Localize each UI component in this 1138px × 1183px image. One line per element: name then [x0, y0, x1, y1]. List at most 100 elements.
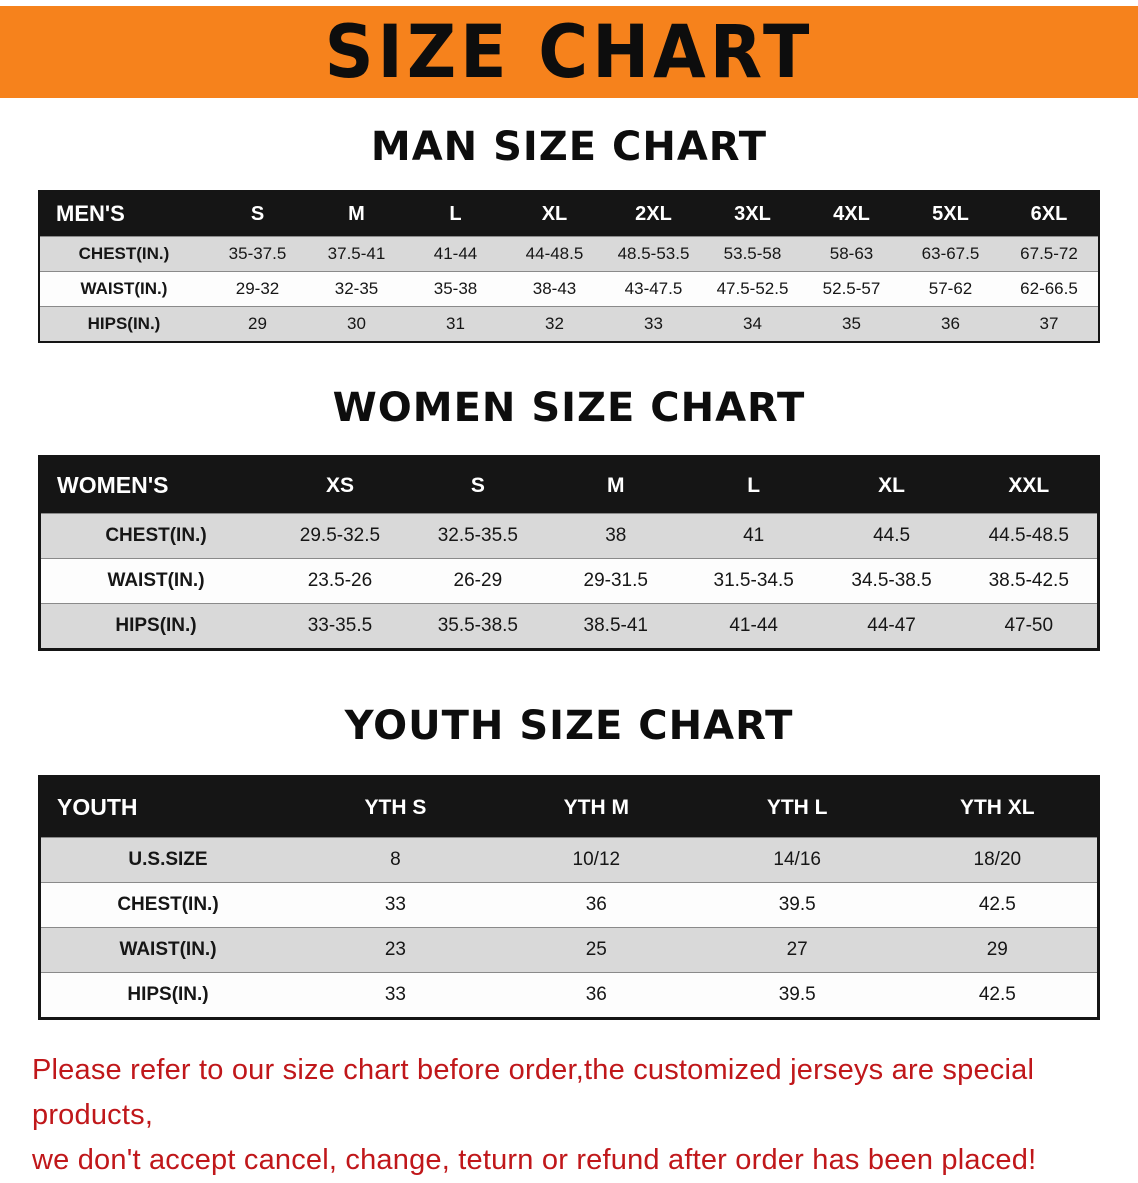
- data-cell: 35-37.5: [228, 244, 287, 263]
- data-cell: 36: [585, 894, 607, 915]
- data-cell: 34: [743, 314, 762, 333]
- data-cell: 41: [743, 525, 765, 546]
- data-cell: 33: [384, 894, 406, 915]
- size-header-cell: YTH S: [295, 776, 496, 838]
- size-header-cell: L: [684, 456, 823, 514]
- data-cell: 29.5-32.5: [299, 525, 381, 546]
- data-cell: 10/12: [572, 849, 621, 870]
- data-cell: 25: [585, 939, 607, 960]
- data-cell: 35.5-38.5: [437, 615, 518, 636]
- size-header-cell: YTH L: [696, 776, 898, 838]
- table-header-row: WOMEN'S XS S M L XL XXL: [39, 456, 1099, 514]
- data-cell: 38.5-41: [583, 615, 648, 636]
- data-cell: 42.5: [978, 894, 1016, 915]
- data-cell: 47.5-52.5: [716, 279, 789, 298]
- row-label: HIPS(IN.): [87, 314, 161, 333]
- data-cell: 32: [545, 314, 564, 333]
- row-label: U.S.SIZE: [128, 849, 208, 870]
- data-cell: 37: [1039, 314, 1059, 333]
- banner-title: SIZE CHART: [324, 9, 814, 95]
- data-cell: 33-35.5: [307, 615, 373, 636]
- order-policy-note-line1: Please refer to our size chart before or…: [32, 1054, 1035, 1131]
- data-cell: 67.5-72: [1020, 244, 1078, 263]
- order-policy-note-line2: we don't accept cancel, change, teturn o…: [32, 1143, 1037, 1176]
- data-cell: 29: [986, 939, 1008, 960]
- data-cell: 42.5: [978, 984, 1016, 1005]
- data-cell: 32-35: [334, 279, 379, 298]
- data-cell: 27: [786, 939, 808, 960]
- size-header-cell: XXL: [960, 456, 1099, 514]
- size-header-cell: S: [408, 456, 547, 514]
- data-cell: 30: [347, 314, 366, 333]
- data-cell: 18/20: [973, 849, 1022, 870]
- youth-size-table: YOUTH YTH S YTH M YTH L YTH XL U.S.SIZE 8 10/12…: [38, 775, 1100, 1020]
- size-header-cell: L: [406, 191, 505, 237]
- data-cell: 33: [384, 984, 406, 1005]
- data-cell: 48.5-53.5: [617, 244, 690, 263]
- size-chart-page: SIZE CHART MAN SIZE CHART MEN'S S M L XL 2XL 3…: [0, 6, 1138, 1183]
- size-header-cell: XL: [822, 456, 961, 514]
- data-cell: 34.5-38.5: [851, 570, 932, 591]
- size-header-cell: YTH M: [495, 776, 697, 838]
- row-label: WAIST(IN.): [119, 939, 217, 960]
- data-cell: 36: [585, 984, 607, 1005]
- data-cell: 29-31.5: [583, 570, 648, 591]
- data-cell: 33: [644, 314, 663, 333]
- data-cell: 58-63: [829, 244, 874, 263]
- table-row: HIPS(IN.) 33 36 39.5 42.5: [39, 972, 1099, 1019]
- data-cell: 35-38: [433, 279, 478, 298]
- data-cell: 32.5-35.5: [437, 525, 518, 546]
- men-size-table: MEN'S S M L XL 2XL 3XL 4XL 5XL 6XL CHEST(IN.) 35-37…: [38, 190, 1100, 343]
- data-cell: 23: [384, 939, 406, 960]
- table-row: CHEST(IN.) 35-37.5 37.5-41 41-44 44-48.5 48.5…: [39, 236, 1099, 272]
- data-cell: 41-44: [433, 244, 478, 263]
- row-label: HIPS(IN.): [115, 615, 197, 636]
- table-title-cell: WOMEN'S: [39, 456, 271, 514]
- size-header-cell: XS: [271, 456, 409, 514]
- size-header-cell: 4XL: [802, 191, 901, 237]
- order-policy-note: Please refer to our size chart before or…: [32, 1048, 1108, 1183]
- data-cell: 44.5-48.5: [988, 525, 1069, 546]
- data-cell: 14/16: [773, 849, 821, 870]
- table-title-cell: YOUTH: [39, 776, 295, 838]
- women-section-heading: WOMEN SIZE CHART: [332, 385, 806, 431]
- data-cell: 44-47: [867, 615, 916, 636]
- row-label: HIPS(IN.): [127, 984, 209, 1005]
- table-row: CHEST(IN.) 29.5-32.5 32.5-35.5 38 41 44.5 44.5…: [39, 513, 1099, 559]
- size-header-cell: 6XL: [1000, 191, 1099, 237]
- data-cell: 37.5-41: [327, 244, 386, 263]
- row-label: WAIST(IN.): [107, 570, 205, 591]
- men-section-heading: MAN SIZE CHART: [370, 124, 768, 170]
- size-header-cell: M: [307, 191, 406, 237]
- data-cell: 31.5-34.5: [713, 570, 794, 591]
- data-cell: 39.5: [778, 984, 816, 1005]
- banner: SIZE CHART: [0, 6, 1138, 98]
- size-header-cell: M: [546, 456, 685, 514]
- row-label: WAIST(IN.): [80, 279, 168, 298]
- table-title-cell: MEN'S: [39, 191, 208, 237]
- row-label: CHEST(IN.): [105, 525, 207, 546]
- data-cell: 38-43: [532, 279, 577, 298]
- data-cell: 39.5: [778, 894, 816, 915]
- table-row: U.S.SIZE 8 10/12 14/16 18/20: [39, 837, 1099, 883]
- table-row: WAIST(IN.) 29-32 32-35 35-38 38-43 43-47.5 47.…: [39, 271, 1099, 307]
- data-cell: 29: [248, 314, 267, 333]
- table-row: HIPS(IN.) 33-35.5 35.5-38.5 38.5-41 41-44 44-…: [39, 603, 1099, 650]
- table-row: WAIST(IN.) 23 25 27 29: [39, 927, 1099, 973]
- table-row: WAIST(IN.) 23.5-26 26-29 29-31.5 31.5-34.5 34…: [39, 558, 1099, 604]
- table-header-row: YOUTH YTH S YTH M YTH L YTH XL: [39, 776, 1099, 838]
- data-cell: 47-50: [1004, 615, 1054, 636]
- size-header-cell: S: [208, 191, 307, 237]
- data-cell: 38.5-42.5: [988, 570, 1069, 591]
- data-cell: 44.5: [873, 525, 911, 546]
- table-row: HIPS(IN.) 29 30 31 32 33 34 35 36 37: [39, 306, 1099, 342]
- size-header-cell: YTH XL: [897, 776, 1099, 838]
- size-header-cell: 2XL: [604, 191, 703, 237]
- size-header-cell: 3XL: [703, 191, 802, 237]
- data-cell: 62-66.5: [1020, 279, 1078, 298]
- data-cell: 43-47.5: [624, 279, 683, 298]
- data-cell: 35: [842, 314, 861, 333]
- row-label: CHEST(IN.): [78, 244, 170, 263]
- size-header-cell: 5XL: [901, 191, 1000, 237]
- youth-section-heading: YOUTH SIZE CHART: [344, 703, 794, 749]
